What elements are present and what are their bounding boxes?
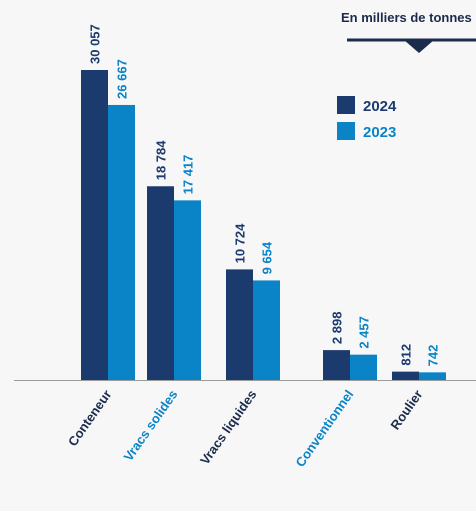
data-label-2024-4: 812 <box>399 344 414 366</box>
bars-group: 30 057 26 667 18 784 17 417 10 724 9 654 2 898… <box>81 24 446 380</box>
bar-2023-0 <box>108 105 135 380</box>
bar-2023-4 <box>419 372 446 380</box>
category-label-4: Roulier <box>387 387 425 432</box>
bar-2024-1 <box>147 186 174 380</box>
legend: 2024 2023 <box>337 96 397 141</box>
legend-label-2023: 2023 <box>363 124 396 141</box>
category-label-1: Vracs solides <box>120 387 180 464</box>
category-label-2: Vracs liquides <box>197 387 259 467</box>
data-label-2023-3: 2 457 <box>357 316 372 349</box>
bar-2024-3 <box>323 350 350 380</box>
unit-note-pointer <box>404 40 434 53</box>
legend-swatch-2023 <box>337 122 355 140</box>
bar-2023-3 <box>350 355 377 380</box>
data-label-2023-2: 9 654 <box>260 241 275 274</box>
data-label-2023-4: 742 <box>426 345 441 367</box>
category-label-3: Conventionnel <box>292 387 356 470</box>
category-label-0: Conteneur <box>65 387 115 449</box>
data-label-2024-3: 2 898 <box>330 312 345 345</box>
bar-2024-0 <box>81 70 108 380</box>
bar-2023-2 <box>253 280 280 380</box>
data-label-2023-1: 17 417 <box>181 155 196 195</box>
legend-label-2024: 2024 <box>363 98 397 115</box>
data-label-2024-1: 18 784 <box>154 140 169 181</box>
data-label-2024-2: 10 724 <box>233 223 248 264</box>
legend-swatch-2024 <box>337 96 355 114</box>
data-label-2024-0: 30 057 <box>88 24 103 64</box>
bar-2024-2 <box>226 269 253 380</box>
bar-2023-1 <box>174 200 201 380</box>
data-label-2023-0: 26 667 <box>115 59 130 99</box>
bar-2024-4 <box>392 372 419 380</box>
